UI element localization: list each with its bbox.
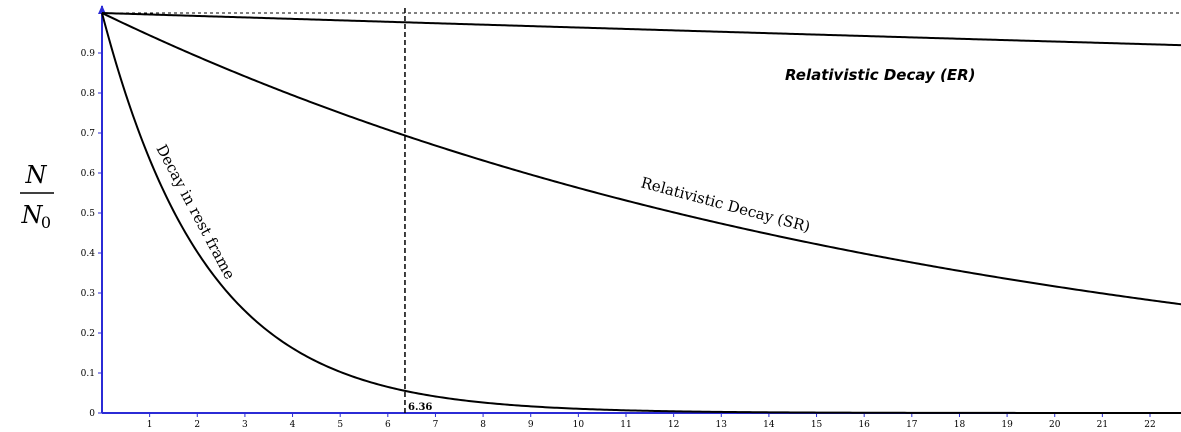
x-tick-label: 17 (906, 420, 918, 430)
x-tick-label: 21 (1097, 420, 1108, 430)
y-tick-label: 0.8 (81, 89, 96, 99)
axes (98, 5, 1181, 414)
x-tick-label: 11 (620, 420, 631, 430)
x-tick-label: 12 (668, 420, 679, 430)
x-tick-label: 14 (763, 420, 775, 430)
x-tick-label: 8 (480, 420, 486, 430)
y-axis-arrow (98, 5, 106, 14)
curve-er (101, 12, 1181, 47)
x-tick-label: 15 (811, 420, 823, 430)
y-tick-label: 0.6 (81, 169, 96, 179)
x-tick-label: 5 (337, 420, 343, 430)
x-tick-label: 18 (954, 420, 966, 430)
x-tick-label: 13 (716, 420, 728, 430)
marker-label: 6.36 (408, 402, 432, 413)
label-sr: Relativistic Decay (SR) (639, 173, 812, 236)
label-rest-frame: Decay in rest frame (152, 141, 238, 282)
x-tick-label: 4 (290, 420, 296, 430)
ticks: 1 2 3 4 5 6 7 8 9 10 11 12 13 14 15 16 17 18 19 20 21 2200.10… (81, 49, 1156, 430)
y-tick-label: 0.9 (81, 49, 96, 59)
x-tick-label: 10 (573, 420, 585, 430)
y-tick-label: 0.5 (81, 209, 96, 219)
annotations: Decay in rest frame Relativistic Decay (… (152, 66, 975, 413)
y-tick-label: 0.3 (81, 289, 96, 299)
label-er: Relativistic Decay (ER) (785, 66, 976, 84)
y-tick-label: 0.2 (81, 329, 95, 339)
x-tick-label: 16 (858, 420, 870, 430)
x-tick-label: 20 (1049, 420, 1061, 430)
y-tick-label: 0.4 (81, 249, 96, 259)
y-axis-label: N N 0 (20, 161, 54, 232)
x-tick-label: 6 (385, 420, 391, 430)
y-tick-label: 0 (89, 409, 95, 419)
curve-sr (101, 12, 1181, 306)
y-label-numerator: N (25, 161, 48, 189)
y-tick-label: 0.1 (81, 369, 95, 379)
x-tick-label: 7 (433, 420, 439, 430)
y-label-denominator: N (21, 201, 44, 229)
y-label-denominator-subscript: 0 (41, 213, 51, 232)
y-tick-label: 0.7 (81, 129, 96, 139)
x-tick-label: 2 (194, 420, 200, 430)
curve-rest-frame (101, 12, 1181, 414)
curves (101, 12, 1181, 414)
x-tick-label: 1 (147, 420, 153, 430)
x-tick-label: 22 (1144, 420, 1155, 430)
x-tick-label: 19 (1001, 420, 1013, 430)
x-tick-label: 9 (528, 420, 534, 430)
x-tick-label: 3 (242, 420, 248, 430)
